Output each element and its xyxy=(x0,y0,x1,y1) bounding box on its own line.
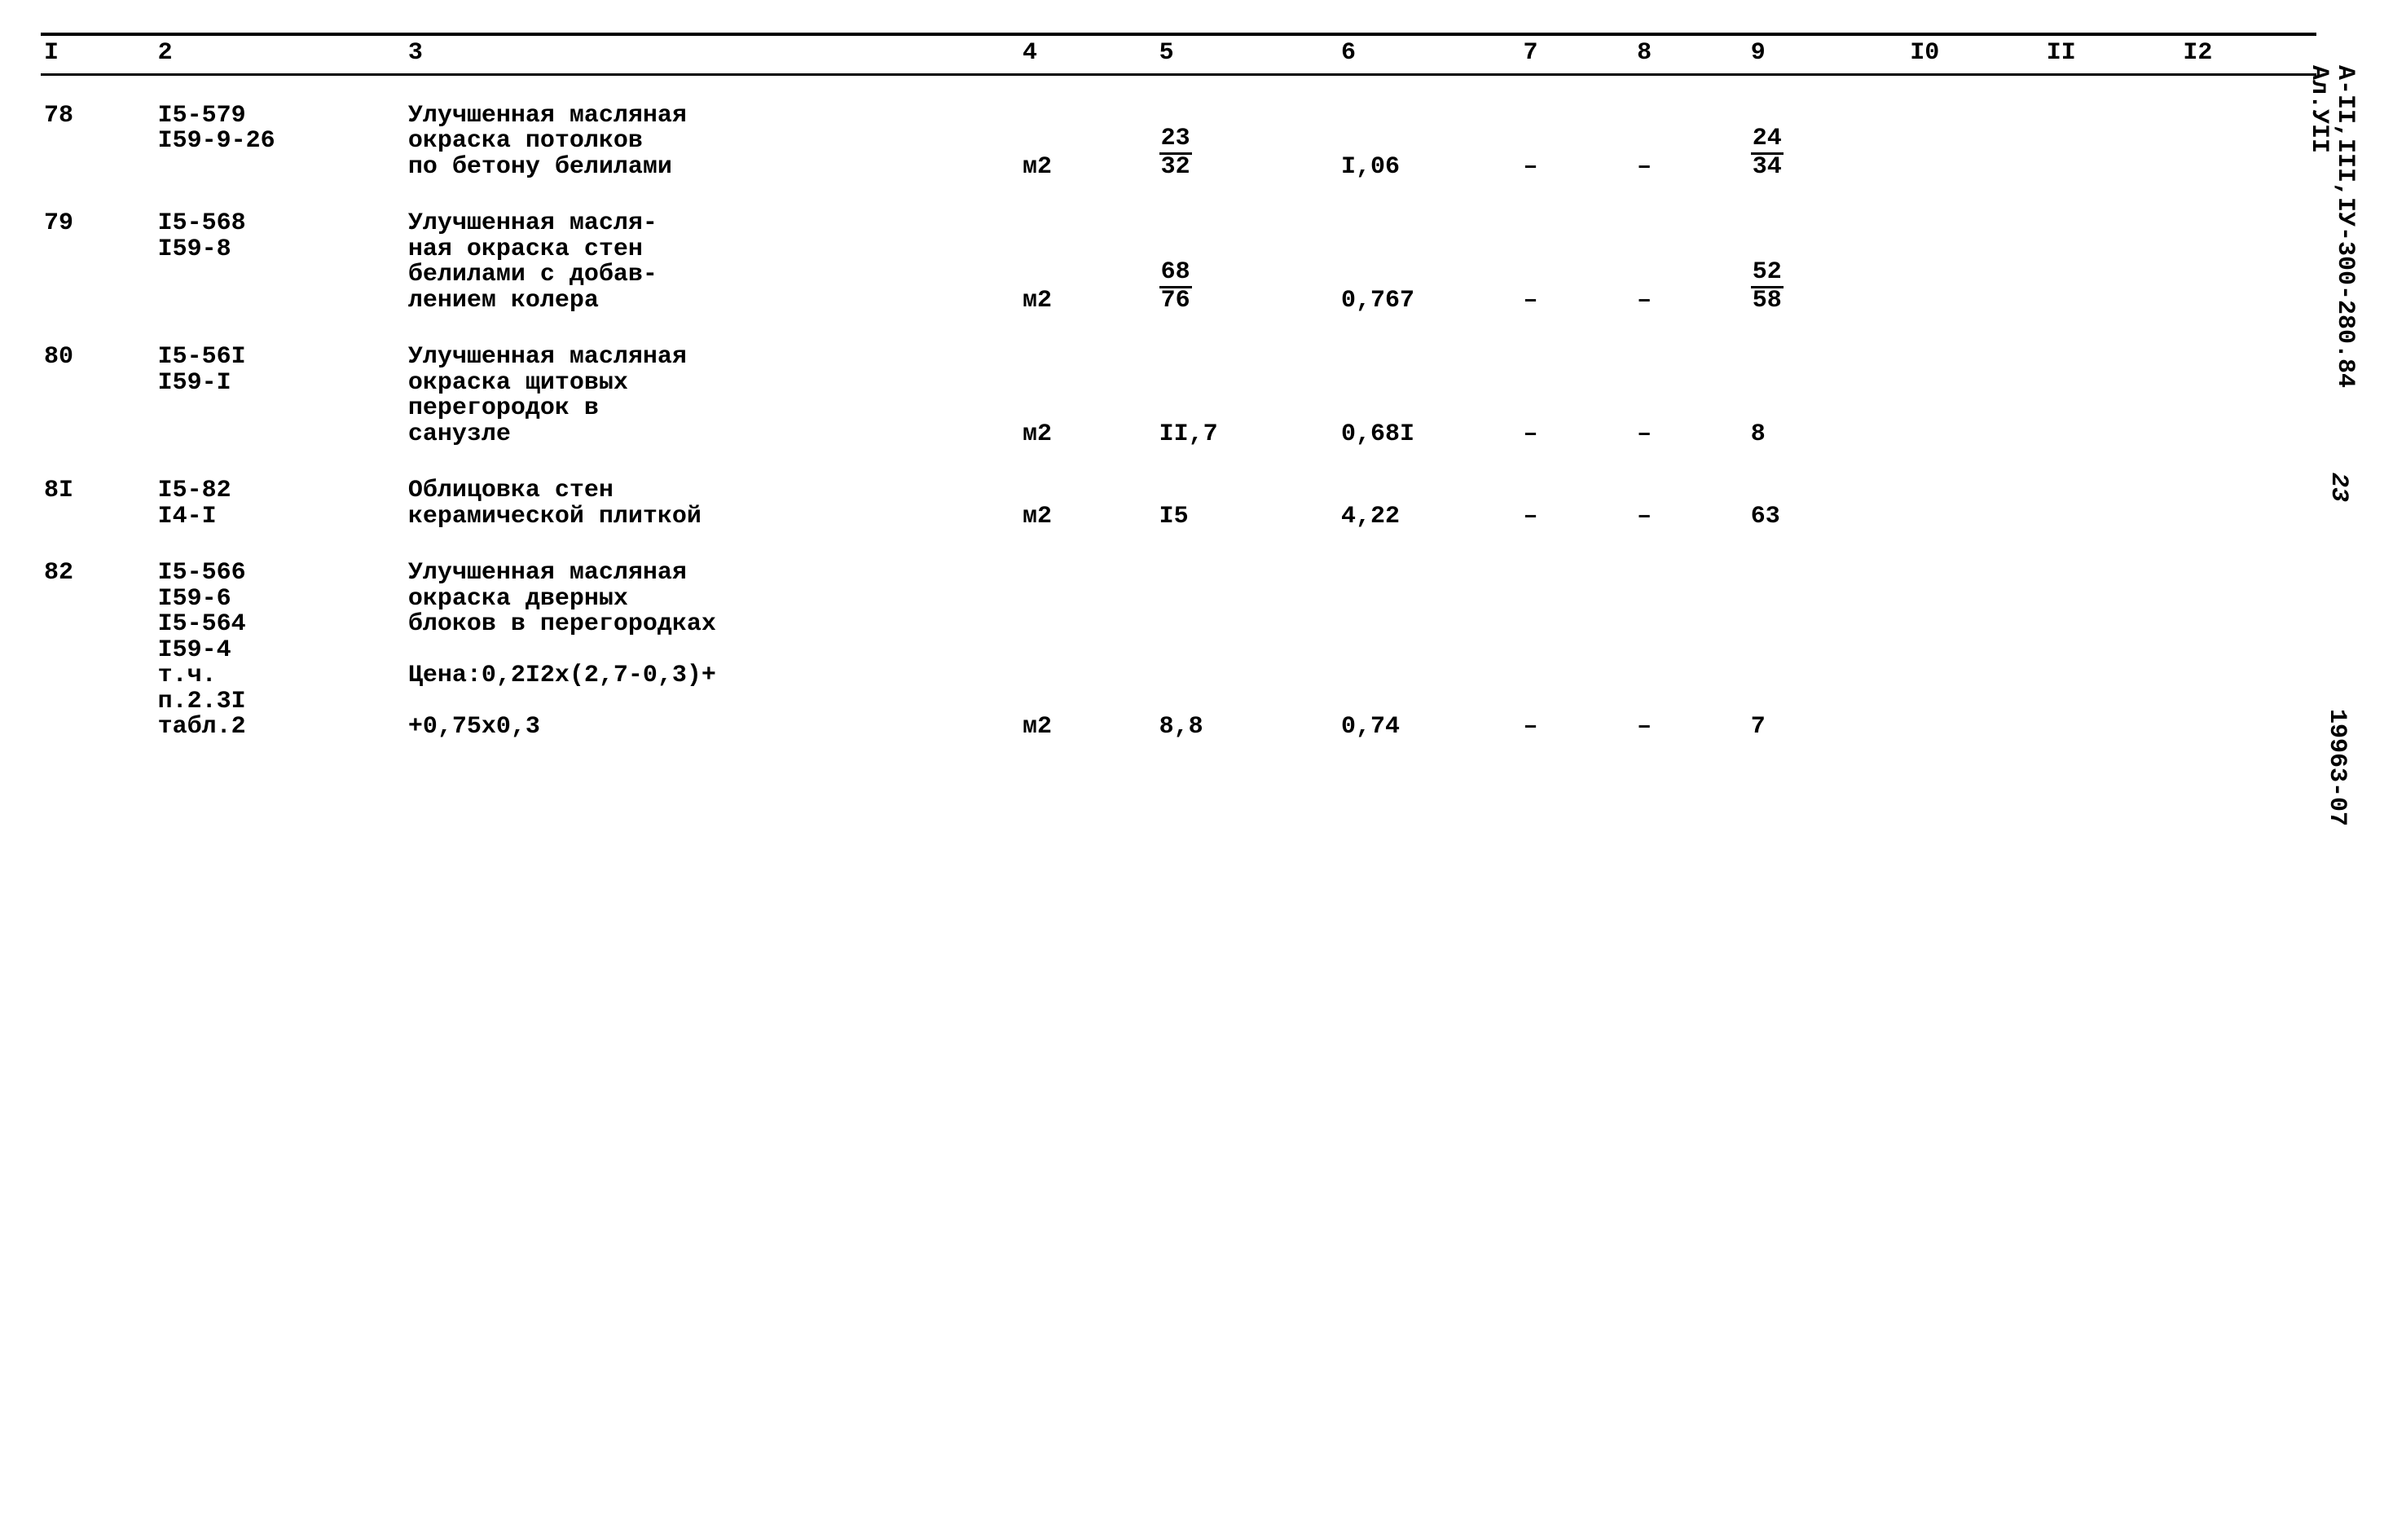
margin-page-number: 23 xyxy=(2325,473,2351,502)
cell xyxy=(1907,341,2043,451)
col-header: 8 xyxy=(1634,34,1748,74)
cell: 8 xyxy=(1748,341,1907,451)
cell: 4,22 xyxy=(1338,475,1520,533)
cell xyxy=(2179,208,2316,317)
cell xyxy=(1907,208,2043,317)
cell: Улучшенная масляная окраска дверных блок… xyxy=(405,557,1019,744)
sheet: I 2 3 4 5 6 7 8 9 I0 II I2 78I5-579 I59-… xyxy=(41,33,2365,768)
cell: 0,74 xyxy=(1338,557,1520,744)
cell xyxy=(2043,557,2180,744)
cell: I5-566 I59-6 I5-564 I59-4 т.ч. п.2.3I та… xyxy=(155,557,405,744)
cell: I5-56I I59-I xyxy=(155,341,405,451)
col-header: 9 xyxy=(1748,34,1907,74)
cell: I5-568 I59-8 xyxy=(155,208,405,317)
col-header: 7 xyxy=(1520,34,1634,74)
cell xyxy=(2179,475,2316,533)
cell xyxy=(2043,475,2180,533)
table-body: 78I5-579 I59-9-26Улучшенная масляная окр… xyxy=(41,74,2316,768)
cell: – xyxy=(1634,341,1748,451)
margin-code-line1: А-II,III,IУ-300-280.84 xyxy=(2332,65,2358,388)
cell: 2332 xyxy=(1156,100,1338,184)
cell: – xyxy=(1520,557,1634,744)
cell xyxy=(1907,100,2043,184)
cell: м2 xyxy=(1019,475,1156,533)
cell: I5 xyxy=(1156,475,1338,533)
cell: – xyxy=(1634,208,1748,317)
table-row: 80I5-56I I59-IУлучшенная масляная окраск… xyxy=(41,341,2316,451)
cell: II,7 xyxy=(1156,341,1338,451)
cell: м2 xyxy=(1019,100,1156,184)
cell: 2434 xyxy=(1748,100,1907,184)
col-header: 2 xyxy=(155,34,405,74)
cell: 79 xyxy=(41,208,155,317)
cell: – xyxy=(1520,341,1634,451)
col-header: I0 xyxy=(1907,34,2043,74)
cell: 6876 xyxy=(1156,208,1338,317)
cell: м2 xyxy=(1019,341,1156,451)
cell: 82 xyxy=(41,557,155,744)
cell: I5-82 I4-I xyxy=(155,475,405,533)
cell: – xyxy=(1520,475,1634,533)
cell: I,06 xyxy=(1338,100,1520,184)
margin-code: А-II,III,IУ-300-280.84 Ал.УII xyxy=(2306,65,2357,388)
col-header: 4 xyxy=(1019,34,1156,74)
cell: 80 xyxy=(41,341,155,451)
col-header: I xyxy=(41,34,155,74)
cell xyxy=(2179,100,2316,184)
cost-table: I 2 3 4 5 6 7 8 9 I0 II I2 78I5-579 I59-… xyxy=(41,33,2316,768)
cell xyxy=(2043,100,2180,184)
margin-code-line2: Ал.УII xyxy=(2306,65,2332,388)
cell: 7 xyxy=(1748,557,1907,744)
cell xyxy=(2043,208,2180,317)
table-row: 8II5-82 I4-IОблицовка стен керамической … xyxy=(41,475,2316,533)
cell: Улучшенная масляная окраска потолков по … xyxy=(405,100,1019,184)
cell: – xyxy=(1520,100,1634,184)
cell: м2 xyxy=(1019,557,1156,744)
cell: 8,8 xyxy=(1156,557,1338,744)
cell: – xyxy=(1634,100,1748,184)
margin-doc-number: 19963-07 xyxy=(2324,709,2350,826)
table-row: 79I5-568 I59-8Улучшенная масля- ная окра… xyxy=(41,208,2316,317)
col-header: I2 xyxy=(2179,34,2316,74)
cell: 0,68I xyxy=(1338,341,1520,451)
cell: – xyxy=(1634,475,1748,533)
cell: Улучшенная масляная окраска щитовых пере… xyxy=(405,341,1019,451)
cell: 8I xyxy=(41,475,155,533)
table-head: I 2 3 4 5 6 7 8 9 I0 II I2 xyxy=(41,34,2316,74)
cell: – xyxy=(1520,208,1634,317)
cell xyxy=(2179,557,2316,744)
cell: Облицовка стен керамической плиткой xyxy=(405,475,1019,533)
col-header: 5 xyxy=(1156,34,1338,74)
cell xyxy=(1907,557,2043,744)
col-header: 3 xyxy=(405,34,1019,74)
cell: I5-579 I59-9-26 xyxy=(155,100,405,184)
cell xyxy=(2179,341,2316,451)
cell xyxy=(2043,341,2180,451)
cell xyxy=(1907,475,2043,533)
col-header: 6 xyxy=(1338,34,1520,74)
table-row: 78I5-579 I59-9-26Улучшенная масляная окр… xyxy=(41,100,2316,184)
cell: 78 xyxy=(41,100,155,184)
col-header: II xyxy=(2043,34,2180,74)
cell: Улучшенная масля- ная окраска стен белил… xyxy=(405,208,1019,317)
cell: м2 xyxy=(1019,208,1156,317)
cell: 5258 xyxy=(1748,208,1907,317)
table-row: 82I5-566 I59-6 I5-564 I59-4 т.ч. п.2.3I … xyxy=(41,557,2316,744)
cell: 63 xyxy=(1748,475,1907,533)
cell: – xyxy=(1634,557,1748,744)
cell: 0,767 xyxy=(1338,208,1520,317)
